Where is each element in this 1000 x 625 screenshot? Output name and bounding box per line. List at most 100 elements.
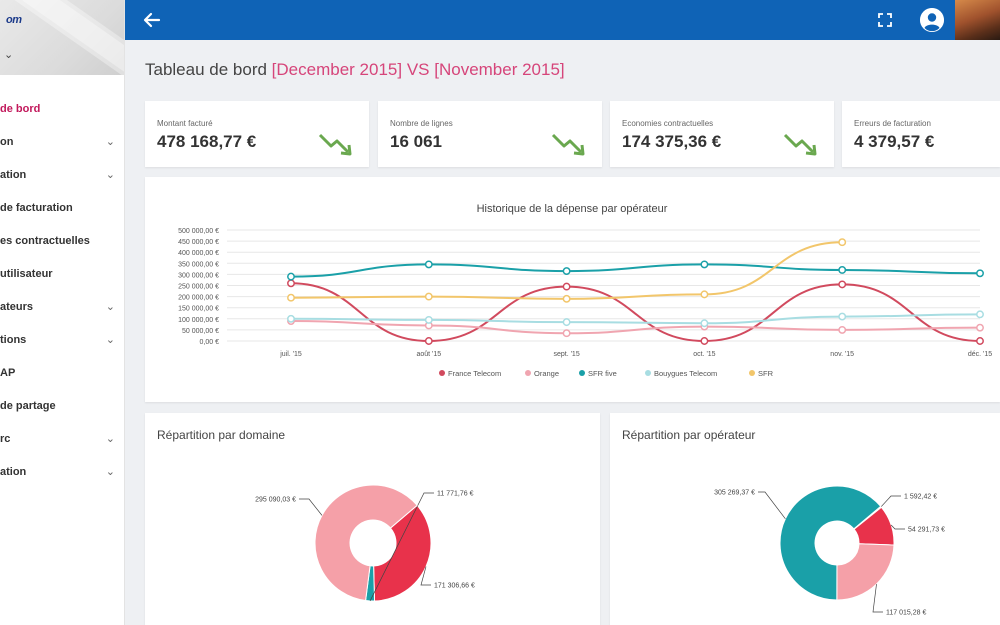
sidebar-nav: de bord on ⌄ ation ⌄ de facturation es contrac… [0,92,124,488]
data-point[interactable] [838,238,847,247]
fullscreen-icon[interactable] [877,12,893,28]
kpi-label: Erreurs de facturation [854,119,931,128]
slice-leader-line [369,492,434,602]
y-tick-label: 200 000,00 € [178,295,219,302]
data-point[interactable] [424,315,433,324]
chevron-down-icon: ⌄ [105,334,115,346]
spend-history-panel: Historique de la dépense par opérateur 50… [145,177,1000,402]
y-tick-label: 350 000,00 € [178,261,219,268]
data-point[interactable] [562,282,571,291]
data-point[interactable] [838,325,847,334]
slice-label: 117 015,28 € [886,610,926,617]
data-point[interactable] [424,260,433,269]
sidebar-item-10[interactable]: rc ⌄ [0,422,124,455]
sidebar-item-6[interactable]: ateurs ⌄ [0,290,124,323]
data-point[interactable] [838,280,847,289]
profile-cover-photo [955,0,1000,40]
sidebar-item-label: tions [0,333,27,346]
top-bar [125,0,1000,40]
domain-breakdown-panel: Répartition par domaine 171 306,66 € 11 7… [145,413,600,625]
chevron-down-icon: ⌄ [105,301,115,313]
y-tick-label: 0,00 € [200,339,220,346]
legend-label[interactable]: SFR [758,369,774,378]
slice-leader-line [758,491,786,520]
kpi-value: 4 379,57 € [854,132,935,151]
data-point[interactable] [424,337,433,345]
user-avatar-icon[interactable] [920,8,944,32]
y-tick-label: 400 000,00 € [178,250,219,257]
data-point[interactable] [838,266,847,274]
legend-label[interactable]: France Telecom [448,369,501,378]
x-tick-label: oct. '15 [693,351,715,358]
pie-slice[interactable] [314,484,418,602]
pie-slice[interactable] [373,504,432,602]
kpi-card-0: Montant facturé 478 168,77 € [145,101,369,167]
data-point[interactable] [562,267,571,276]
data-point[interactable] [287,279,295,288]
kpi-value: 478 168,77 € [157,132,257,151]
sidebar-item-label: ateurs [0,300,34,313]
sidebar-item-11[interactable]: ation ⌄ [0,455,124,488]
y-tick-label: 100 000,00 € [178,317,219,324]
data-point[interactable] [700,337,709,345]
data-point[interactable] [424,292,433,301]
series-line-3 [290,313,981,325]
account-dropdown-chevron-icon[interactable]: ⌄ [4,49,14,61]
data-point[interactable] [700,290,709,299]
kpi-label: Economies contractuelles [622,119,714,128]
chevron-down-icon: ⌄ [105,433,115,445]
y-tick-label: 450 000,00 € [178,239,219,246]
sidebar-item-2[interactable]: ation ⌄ [0,158,124,191]
legend-swatch [579,370,585,376]
data-point[interactable] [287,314,295,323]
data-point[interactable] [976,310,984,319]
legend-label[interactable]: SFR five [588,369,617,378]
kpi-card-2: Economies contractuelles 174 375,36 € [610,101,834,167]
legend-label[interactable]: Bouygues Telecom [654,369,717,378]
sidebar-item-0[interactable]: de bord [0,92,124,125]
data-point[interactable] [700,260,709,269]
operator-breakdown-chart: 1 592,42 € 54 291,73 € 117 015,28 € 305 269… [714,485,945,617]
data-point[interactable] [700,319,709,328]
kpi-card-1: Nombre de lignes 16 061 [378,101,602,167]
sidebar-item-label: utilisateur [0,267,53,280]
sidebar: om ⌄ de bord on ⌄ ation ⌄ de facturation es co… [0,0,125,625]
slice-leader-line [420,566,431,586]
sidebar-item-label: es contractuelles [0,234,90,247]
series-line-2 [290,263,981,278]
sidebar-item-label: de facturation [0,201,73,214]
data-point[interactable] [976,337,984,345]
slice-leader-line [299,498,323,516]
pie-slice[interactable] [836,543,895,601]
sidebar-item-label: ation [0,465,27,478]
slice-leader-line [872,584,883,613]
sidebar-item-label: de partage [0,399,56,412]
vs-label: VS [406,60,430,79]
slice-label: 171 306,66 € [434,583,475,590]
sidebar-item-1[interactable]: on ⌄ [0,125,124,158]
sidebar-item-3[interactable]: de facturation [0,191,124,224]
arrow-left-icon[interactable] [141,9,163,31]
sidebar-item-8[interactable]: AP [0,356,124,389]
sidebar-item-label: de bord [0,102,41,115]
trend-down-icon [551,133,585,156]
data-point[interactable] [976,269,984,278]
sidebar-item-9[interactable]: de partage [0,389,124,422]
slice-label: 295 090,03 € [255,497,296,504]
sidebar-header: om ⌄ [0,0,124,75]
data-point[interactable] [562,329,571,338]
sidebar-item-7[interactable]: tions ⌄ [0,323,124,356]
data-point[interactable] [287,293,295,302]
sidebar-item-5[interactable]: utilisateur [0,257,124,290]
sidebar-item-label: rc [0,432,11,445]
data-point[interactable] [562,318,571,327]
data-point[interactable] [562,294,571,303]
legend-label[interactable]: Orange [534,369,559,378]
pie-slice[interactable] [779,485,882,601]
kpi-label: Nombre de lignes [390,119,453,128]
data-point[interactable] [287,272,295,281]
data-point[interactable] [976,323,984,332]
previous-period: [November 2015] [434,60,565,79]
data-point[interactable] [838,312,847,321]
sidebar-item-4[interactable]: es contractuelles [0,224,124,257]
